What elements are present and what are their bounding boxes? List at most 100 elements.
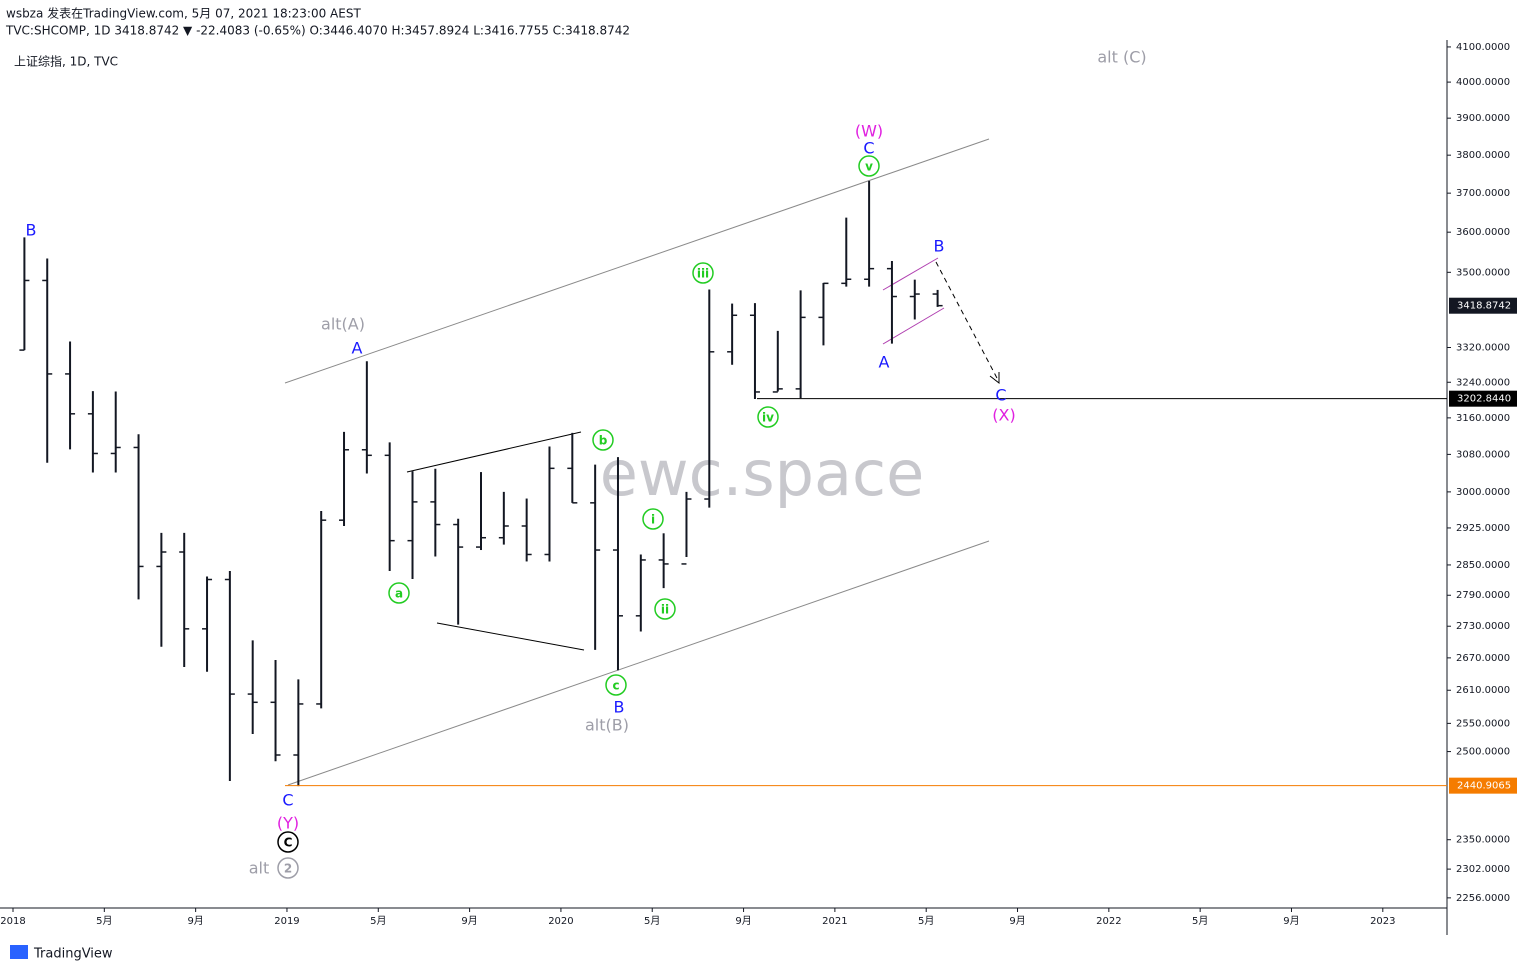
ohlc-bar: [110, 391, 121, 473]
y-tick-label: 3240.0000: [1456, 377, 1510, 388]
ohlc-bar: [590, 464, 601, 650]
legend: 上证综指, 1D, TVC: [14, 54, 118, 69]
level-label: 3202.8440: [1457, 394, 1511, 405]
x-tick-label: 9月: [1283, 915, 1299, 927]
ohlc-bar: [430, 468, 441, 557]
author-line: wsbza 发表在TradingView.com, 5月 07, 2021 18…: [6, 6, 361, 21]
wave-circle: [654, 598, 676, 620]
wave-label: C: [284, 836, 293, 850]
wave-label: B: [614, 698, 625, 717]
triangle-lower: [436, 622, 585, 651]
wave-label: ii: [661, 603, 669, 617]
x-tick-label: 9月: [1009, 915, 1025, 927]
x-tick-label: 9月: [461, 915, 477, 927]
channel-upper: [284, 138, 990, 384]
y-tick-label: 3160.0000: [1456, 413, 1510, 424]
y-tick-label: 3000.0000: [1456, 487, 1510, 498]
ohlc-bar: [65, 341, 76, 450]
projection-arrow: [935, 261, 999, 381]
y-tick-label: 3700.0000: [1456, 188, 1510, 199]
wave-label: B: [26, 221, 37, 240]
wave-label: iv: [762, 411, 774, 425]
logo: [10, 945, 28, 959]
y-tick-label: 2500.0000: [1456, 747, 1510, 758]
quote-line: TVC:SHCOMP, 1D 3418.8742 ▼ -22.4083 (-0.…: [5, 24, 630, 38]
watermark: ewc.space: [600, 437, 925, 510]
ohlc-bar: [179, 532, 190, 667]
ohlc-bar: [864, 180, 875, 287]
wave-label: (X): [992, 406, 1015, 425]
ohlc-bar: [339, 431, 350, 526]
ohlc-bar: [886, 260, 897, 344]
ohlc-bar: [361, 361, 372, 474]
footer-brand[interactable]: TradingView: [33, 947, 113, 962]
wave-circle: [277, 831, 299, 853]
wave-label: a: [395, 587, 403, 601]
y-tick-label: 2730.0000: [1456, 621, 1510, 632]
wave-label: alt (C): [1097, 48, 1146, 67]
last-price-badge: [1449, 297, 1517, 314]
y-tick-label: 2302.0000: [1456, 864, 1510, 875]
ohlc-bar: [133, 434, 144, 600]
ohlc-bar: [247, 640, 258, 735]
y-tick-label: 3500.0000: [1456, 267, 1510, 278]
ohlc-bar: [453, 518, 464, 625]
wave-label: A: [352, 339, 363, 358]
wave-label: (Y): [277, 814, 299, 833]
wave-circle: [642, 508, 664, 530]
ohlc-bar: [293, 679, 304, 787]
ohlc-bar: [498, 491, 509, 545]
wave-label: v: [865, 160, 873, 174]
ohlc-bar: [407, 471, 418, 580]
wave-label: (W): [855, 122, 883, 141]
wedge-lower: [882, 307, 945, 345]
wave-label: i: [651, 513, 655, 527]
y-tick-label: 2790.0000: [1456, 590, 1510, 601]
wave-label: alt(A): [321, 315, 365, 334]
wave-circle: [388, 582, 410, 604]
wave-label: C: [863, 139, 874, 158]
y-tick-label: 2670.0000: [1456, 653, 1510, 664]
ohlc-bar: [795, 290, 806, 399]
ohlc-bar: [635, 554, 646, 632]
wave-circle: [605, 674, 627, 696]
drawings: [284, 138, 1000, 786]
y-tick-label: 2550.0000: [1456, 718, 1510, 729]
wave-label: 2: [284, 862, 292, 876]
wave-label: alt: [249, 859, 270, 878]
x-tick-label: 5月: [370, 915, 386, 927]
x-tick-label: 2020: [548, 916, 573, 927]
ohlc-bar: [224, 570, 235, 781]
last-price-label: 3418.8742: [1457, 301, 1511, 312]
ohlc-bar: [270, 660, 281, 762]
level-badge: [1449, 390, 1517, 407]
x-tick-label: 5月: [1192, 915, 1208, 927]
y-tick-label: 2350.0000: [1456, 835, 1510, 846]
y-tick-label: 2256.0000: [1456, 893, 1510, 904]
x-tick-label: 9月: [735, 915, 751, 927]
wave-circle: [277, 857, 299, 879]
level-label: 2440.9065: [1457, 781, 1511, 792]
ohlc-bar: [42, 258, 53, 463]
x-tick-label: 2022: [1096, 916, 1121, 927]
y-tick-label: 3080.0000: [1456, 449, 1510, 460]
x-tick-label: 9月: [187, 915, 203, 927]
level-badge: [1449, 777, 1517, 794]
wave-label: iii: [697, 267, 709, 281]
ohlc-bar: [544, 446, 555, 562]
ohlc-bar: [818, 282, 829, 346]
wave-label: alt(B): [585, 716, 629, 735]
y-tick-label: 2610.0000: [1456, 685, 1510, 696]
wave-circle: [858, 155, 880, 177]
ohlc-bar: [87, 391, 98, 473]
wave-label: B: [934, 237, 945, 256]
wave-label: c: [612, 679, 619, 693]
x-tick-label: 2019: [274, 916, 299, 927]
y-tick-label: 3320.0000: [1456, 343, 1510, 354]
x-tick-label: 2023: [1370, 916, 1395, 927]
ohlc-bar: [202, 576, 213, 672]
ohlc-bar: [19, 237, 30, 351]
ohlc-bar: [772, 330, 783, 393]
ohlc-bar: [749, 303, 760, 400]
